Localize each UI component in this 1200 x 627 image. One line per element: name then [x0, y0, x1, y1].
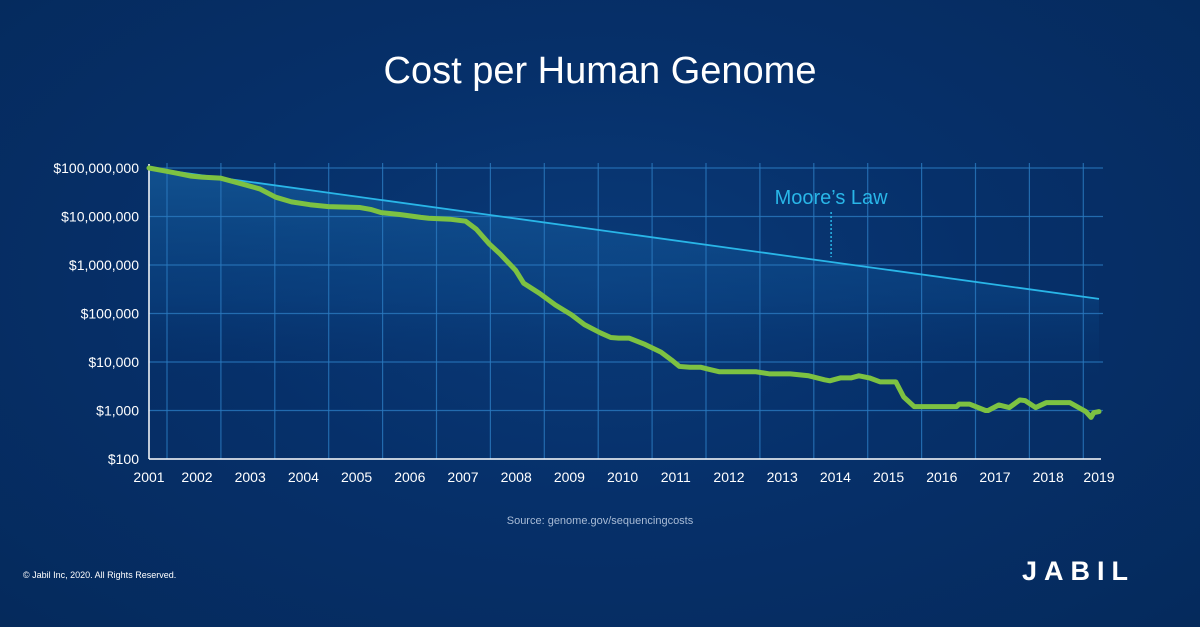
y-tick-label: $10,000,000	[61, 209, 139, 225]
x-tick-label: 2019	[1083, 469, 1114, 485]
x-tick-label: 2011	[661, 469, 691, 485]
genome-cost-line	[146, 165, 1102, 420]
y-tick-label: $100	[108, 451, 139, 467]
moores-law-label: Moore’s Law	[775, 187, 889, 209]
x-tick-label: 2014	[820, 469, 851, 485]
x-tick-label: 2006	[394, 469, 425, 485]
chart-title: Cost per Human Genome	[383, 50, 817, 92]
y-tick-label: $100,000	[81, 306, 140, 322]
x-tick-label: 2010	[607, 469, 638, 485]
moores-law-shading	[149, 168, 1099, 388]
x-tick-label: 2003	[235, 469, 266, 485]
jabil-logo: JABIL	[1022, 556, 1136, 586]
y-tick-label: $1,000,000	[69, 257, 139, 273]
x-tick-label: 2015	[873, 469, 904, 485]
x-tick-label: 2002	[181, 469, 212, 485]
x-tick-label: 2004	[288, 469, 319, 485]
x-tick-label: 2017	[979, 469, 1010, 485]
x-tick-label: 2013	[767, 469, 798, 485]
copyright: © Jabil Inc, 2020. All Rights Reserved.	[23, 570, 177, 580]
x-tick-label: 2007	[447, 469, 478, 485]
x-tick-label: 2016	[926, 469, 957, 485]
y-tick-label: $100,000,000	[53, 160, 139, 176]
x-tick-label: 2009	[554, 469, 585, 485]
moores-law-line	[148, 167, 1100, 300]
y-tick-label: $1,000	[96, 403, 139, 419]
x-tick-label: 2005	[341, 469, 372, 485]
x-tick-label: 2012	[713, 469, 744, 485]
source-note: Source: genome.gov/sequencingcosts	[506, 515, 694, 527]
x-tick-label: 2018	[1033, 469, 1064, 485]
y-tick-label: $10,000	[88, 354, 139, 370]
x-tick-label: 2008	[501, 469, 532, 485]
x-tick-label: 2001	[133, 469, 164, 485]
